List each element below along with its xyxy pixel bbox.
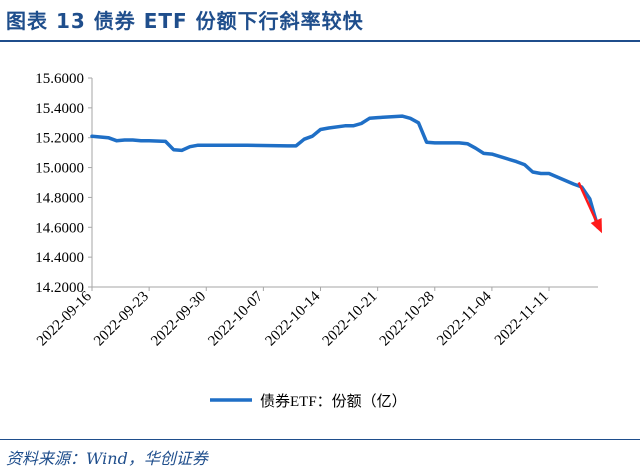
source-note: 资料来源：Wind，华创证券 <box>6 449 208 468</box>
legend-label: 债券ETF：份额（亿） <box>260 393 407 410</box>
line-chart: 15.6000 15.4000 15.2000 15.0000 14.8000 14.60… <box>34 71 602 410</box>
x-tick-label: 2022-11-04 <box>434 288 495 349</box>
x-tick-label: 2022-10-14 <box>263 288 324 349</box>
x-tick-label: 2022-10-28 <box>377 289 438 350</box>
x-tick-label: 2022-10-07 <box>205 288 266 349</box>
y-tick-label: 15.4000 <box>35 101 84 117</box>
footer-divider <box>0 439 640 440</box>
x-tick-label: 2022-11-11 <box>492 289 552 349</box>
x-tick-label: 2022-09-16 <box>34 288 95 349</box>
y-tick-label: 15.2000 <box>35 131 84 147</box>
trend-arrow-head <box>590 218 602 234</box>
y-tick-label: 15.6000 <box>35 71 84 87</box>
title-divider <box>0 40 640 42</box>
x-tick-label: 2022-09-23 <box>91 289 152 350</box>
page-title: 图表 13 债券 ETF 份额下行斜率较快 <box>6 9 364 33</box>
series-line <box>90 114 600 230</box>
y-tick-label: 14.4000 <box>35 250 84 266</box>
y-tick-label: 14.8000 <box>35 190 84 206</box>
title-bar: 图表 13 债券 ETF 份额下行斜率较快 <box>0 0 640 42</box>
x-tick-label: 2022-09-30 <box>148 289 209 350</box>
y-tick-label: 15.0000 <box>35 161 84 177</box>
y-tick-label: 14.6000 <box>35 220 84 236</box>
x-tick-label: 2022-10-21 <box>320 289 381 350</box>
y-tick-label: 14.2000 <box>35 280 84 296</box>
trend-arrow-shaft <box>577 181 601 228</box>
